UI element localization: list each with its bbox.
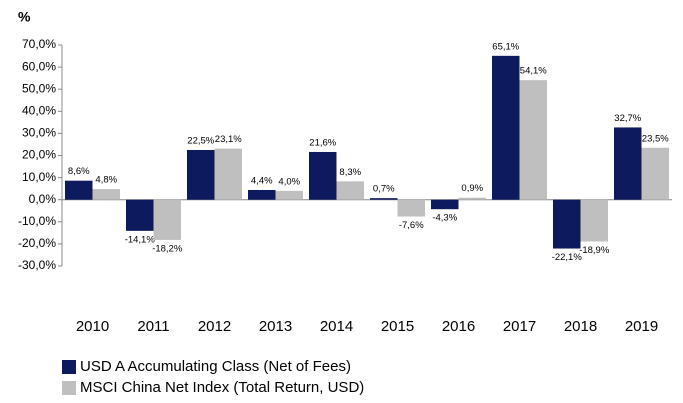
bar — [397, 199, 425, 217]
bar — [336, 181, 364, 200]
value-label: 32,7% — [614, 113, 641, 124]
value-label: -4,3% — [432, 213, 457, 224]
y-tick-label: 60,0% — [22, 59, 56, 73]
value-label: 54,1% — [520, 66, 547, 77]
value-label: 0,7% — [373, 184, 395, 195]
y-axis-label: % — [18, 9, 31, 25]
bar — [309, 151, 337, 200]
bar — [519, 80, 547, 200]
y-tick-label: -30,0% — [18, 258, 56, 272]
bar — [370, 198, 398, 200]
bar — [492, 55, 520, 200]
value-label: 4,8% — [95, 175, 117, 186]
value-label: 4,4% — [251, 175, 273, 186]
value-label: -14,1% — [125, 234, 156, 245]
value-label: -7,6% — [399, 220, 424, 231]
bar — [214, 148, 242, 200]
x-tick-label: 2013 — [259, 318, 292, 335]
bar — [153, 199, 181, 240]
y-tick-label: 40,0% — [22, 103, 56, 117]
x-tick-label: 2015 — [381, 318, 414, 335]
legend-label: MSCI China Net Index (Total Return, USD) — [80, 379, 364, 396]
value-label: 8,3% — [339, 167, 361, 178]
bar — [275, 190, 303, 200]
bar — [580, 199, 608, 242]
x-tick-label: 2018 — [564, 318, 597, 335]
value-label: 65,1% — [492, 41, 519, 52]
value-label: 23,5% — [642, 133, 669, 144]
value-label: -18,2% — [152, 243, 183, 254]
bar — [92, 189, 120, 200]
x-tick-label: 2017 — [503, 318, 536, 335]
bar — [641, 147, 669, 200]
bar — [431, 199, 459, 210]
bar — [614, 127, 642, 200]
bar — [187, 149, 215, 200]
x-tick-label: 2012 — [198, 318, 231, 335]
x-tick-label: 2019 — [625, 318, 658, 335]
legend-swatch — [62, 360, 76, 374]
y-tick-label: 30,0% — [22, 126, 56, 140]
value-label: 21,6% — [309, 137, 336, 148]
y-tick-label: 50,0% — [22, 81, 56, 95]
y-tick-label: -20,0% — [18, 236, 56, 250]
bar — [65, 180, 93, 200]
value-label: 4,0% — [278, 176, 300, 187]
y-tick-label: 10,0% — [22, 170, 56, 184]
y-tick-label: 0,0% — [29, 192, 57, 206]
value-label: 23,1% — [215, 134, 242, 145]
value-label: -18,9% — [579, 245, 610, 256]
x-tick-label: 2014 — [320, 318, 353, 335]
bar — [458, 197, 486, 200]
bar — [126, 199, 154, 231]
legend-label: USD A Accumulating Class (Net of Fees) — [80, 358, 351, 375]
value-label: 8,6% — [68, 166, 90, 177]
legend-swatch — [62, 381, 76, 395]
bar — [248, 189, 276, 200]
x-tick-label: 2016 — [442, 318, 475, 335]
y-tick-label: 70,0% — [22, 37, 56, 51]
bar — [553, 199, 581, 249]
value-label: 22,5% — [187, 135, 214, 146]
value-label: 0,9% — [461, 183, 483, 194]
y-tick-label: -10,0% — [18, 214, 56, 228]
x-tick-label: 2010 — [76, 318, 109, 335]
value-label: -22,1% — [552, 252, 583, 263]
y-tick-label: 20,0% — [22, 148, 56, 162]
x-tick-label: 2011 — [137, 318, 169, 335]
